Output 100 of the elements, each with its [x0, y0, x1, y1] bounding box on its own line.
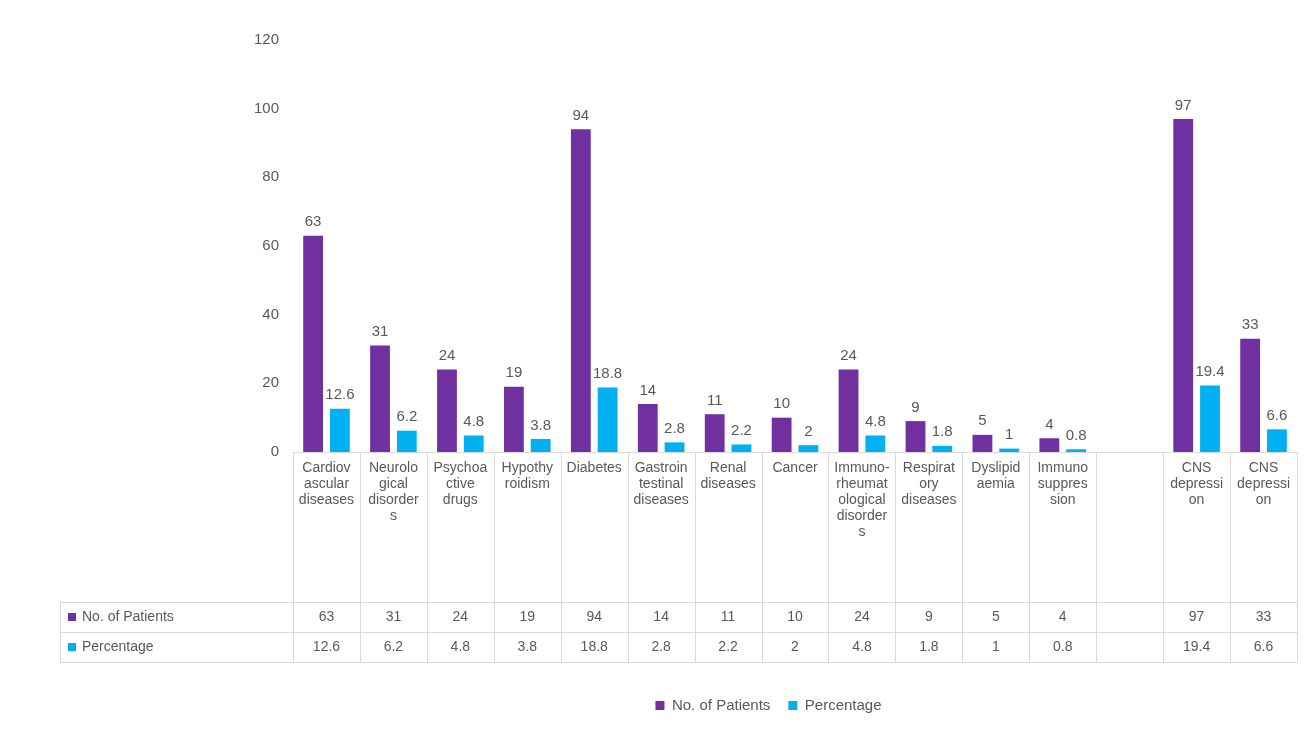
- bar: [329, 408, 350, 452]
- bar: [1173, 118, 1194, 452]
- legend-label: Percentage: [804, 695, 882, 713]
- bar: [1267, 429, 1287, 452]
- text: 19.4: [1182, 637, 1211, 654]
- y-tick-label: 100: [254, 98, 280, 116]
- bar: [370, 345, 390, 452]
- bar: [637, 403, 658, 452]
- x-tick-label: CNS depression: [1170, 458, 1224, 508]
- data-label: 33: [1241, 315, 1259, 333]
- text: 2.8: [651, 637, 672, 654]
- text: 63: [318, 607, 335, 624]
- text: 24: [854, 607, 870, 624]
- data-label: 6.6: [1266, 405, 1288, 423]
- x-tick-label: Immunosuppression: [1037, 458, 1089, 508]
- text: 3.8: [517, 637, 538, 654]
- y-tick-label: 0: [270, 442, 280, 460]
- data-label: 1.8: [931, 422, 953, 440]
- bar: [798, 445, 819, 452]
- text: 4.8: [852, 637, 872, 654]
- text: 6.6: [1253, 637, 1274, 654]
- data-label: 9: [911, 397, 920, 415]
- x-tick-label: Cancer: [772, 458, 818, 475]
- bar: [972, 434, 993, 452]
- bar: [771, 417, 792, 452]
- text: 0.8: [1053, 637, 1073, 654]
- data-label: 5: [978, 411, 987, 429]
- data-label: 2.8: [664, 419, 685, 437]
- text: 18.8: [580, 637, 609, 654]
- bar: [932, 445, 953, 452]
- text: 5: [991, 607, 1000, 624]
- bar: [396, 430, 417, 452]
- data-label: 14: [639, 380, 657, 398]
- y-tick-label: 20: [262, 373, 280, 391]
- data-label: 0.8: [1065, 425, 1087, 443]
- data-label: 63: [304, 212, 322, 230]
- data-label: 94: [572, 105, 590, 123]
- text: 31: [385, 607, 402, 624]
- x-tick-label: Cardiovascular diseases: [298, 458, 355, 508]
- bar: [1039, 438, 1060, 452]
- bar: [570, 129, 591, 452]
- text: 9: [924, 607, 933, 624]
- data-label: 2.2: [731, 421, 752, 439]
- bar: [1066, 449, 1087, 452]
- legend-label: No. of Patients: [82, 607, 174, 624]
- x-tick-label: Gastrointestinal diseases: [633, 458, 689, 508]
- text: 1: [991, 637, 1000, 654]
- x-tick-label: Neurological disorders: [368, 458, 420, 524]
- text: 4.8: [450, 637, 471, 654]
- x-tick-label: Dyslipidaemia: [971, 458, 1021, 492]
- text: 24: [452, 607, 469, 624]
- text: 94: [586, 607, 603, 624]
- text: 14: [653, 607, 670, 624]
- text: 11: [720, 607, 736, 624]
- data-label: 4.8: [463, 412, 485, 430]
- bar: [664, 442, 685, 452]
- data-label: 3.8: [530, 415, 552, 433]
- text: 97: [1188, 607, 1205, 624]
- bar: [303, 235, 324, 452]
- x-tick-label: Respiratory diseases: [901, 458, 957, 508]
- x-tick-label: Hypothyroidism: [501, 458, 553, 492]
- data-label: 1: [1005, 425, 1014, 443]
- bar: [1240, 338, 1261, 452]
- data-label: 6.2: [396, 407, 418, 425]
- x-tick-label: Renal diseases: [700, 458, 756, 492]
- bar: [838, 369, 859, 452]
- y-tick-label: 60: [262, 236, 280, 254]
- text: 1.8: [919, 637, 939, 654]
- data-label: 18.8: [593, 364, 623, 382]
- x-tick-label: Psychoactive drugs: [433, 458, 488, 508]
- y-tick-label: 120: [254, 30, 280, 48]
- bar: [704, 414, 725, 452]
- data-label: 31: [371, 322, 389, 340]
- bar: [530, 438, 551, 452]
- data-label: 4: [1045, 414, 1054, 432]
- data-label: 19.4: [1195, 362, 1225, 380]
- data-label: 10: [773, 394, 790, 412]
- data-label: 24: [438, 346, 456, 364]
- bar: [437, 369, 457, 452]
- data-label: 19: [505, 363, 523, 381]
- bar: [1200, 385, 1220, 452]
- text: 2: [791, 637, 800, 654]
- text: 10: [787, 607, 804, 624]
- text: 4: [1058, 607, 1067, 624]
- y-tick-label: 40: [262, 304, 280, 322]
- data-label: 11: [706, 390, 723, 408]
- bar: [865, 435, 886, 452]
- data-label: 2: [804, 421, 813, 439]
- data-label: 12.6: [325, 385, 355, 403]
- x-tick-label: Diabetes: [566, 458, 622, 475]
- data-label: 4.8: [864, 412, 886, 430]
- bar: [731, 444, 752, 452]
- text: 6.2: [383, 637, 404, 654]
- x-tick-label: Immuno-rheumatological disorders: [834, 458, 890, 540]
- bar: [504, 386, 524, 452]
- text: 2.2: [718, 637, 739, 654]
- data-label: 24: [840, 346, 857, 364]
- y-tick-label: 80: [262, 167, 280, 185]
- bar: [463, 435, 484, 452]
- x-tick-label: CNS depression: [1237, 458, 1290, 508]
